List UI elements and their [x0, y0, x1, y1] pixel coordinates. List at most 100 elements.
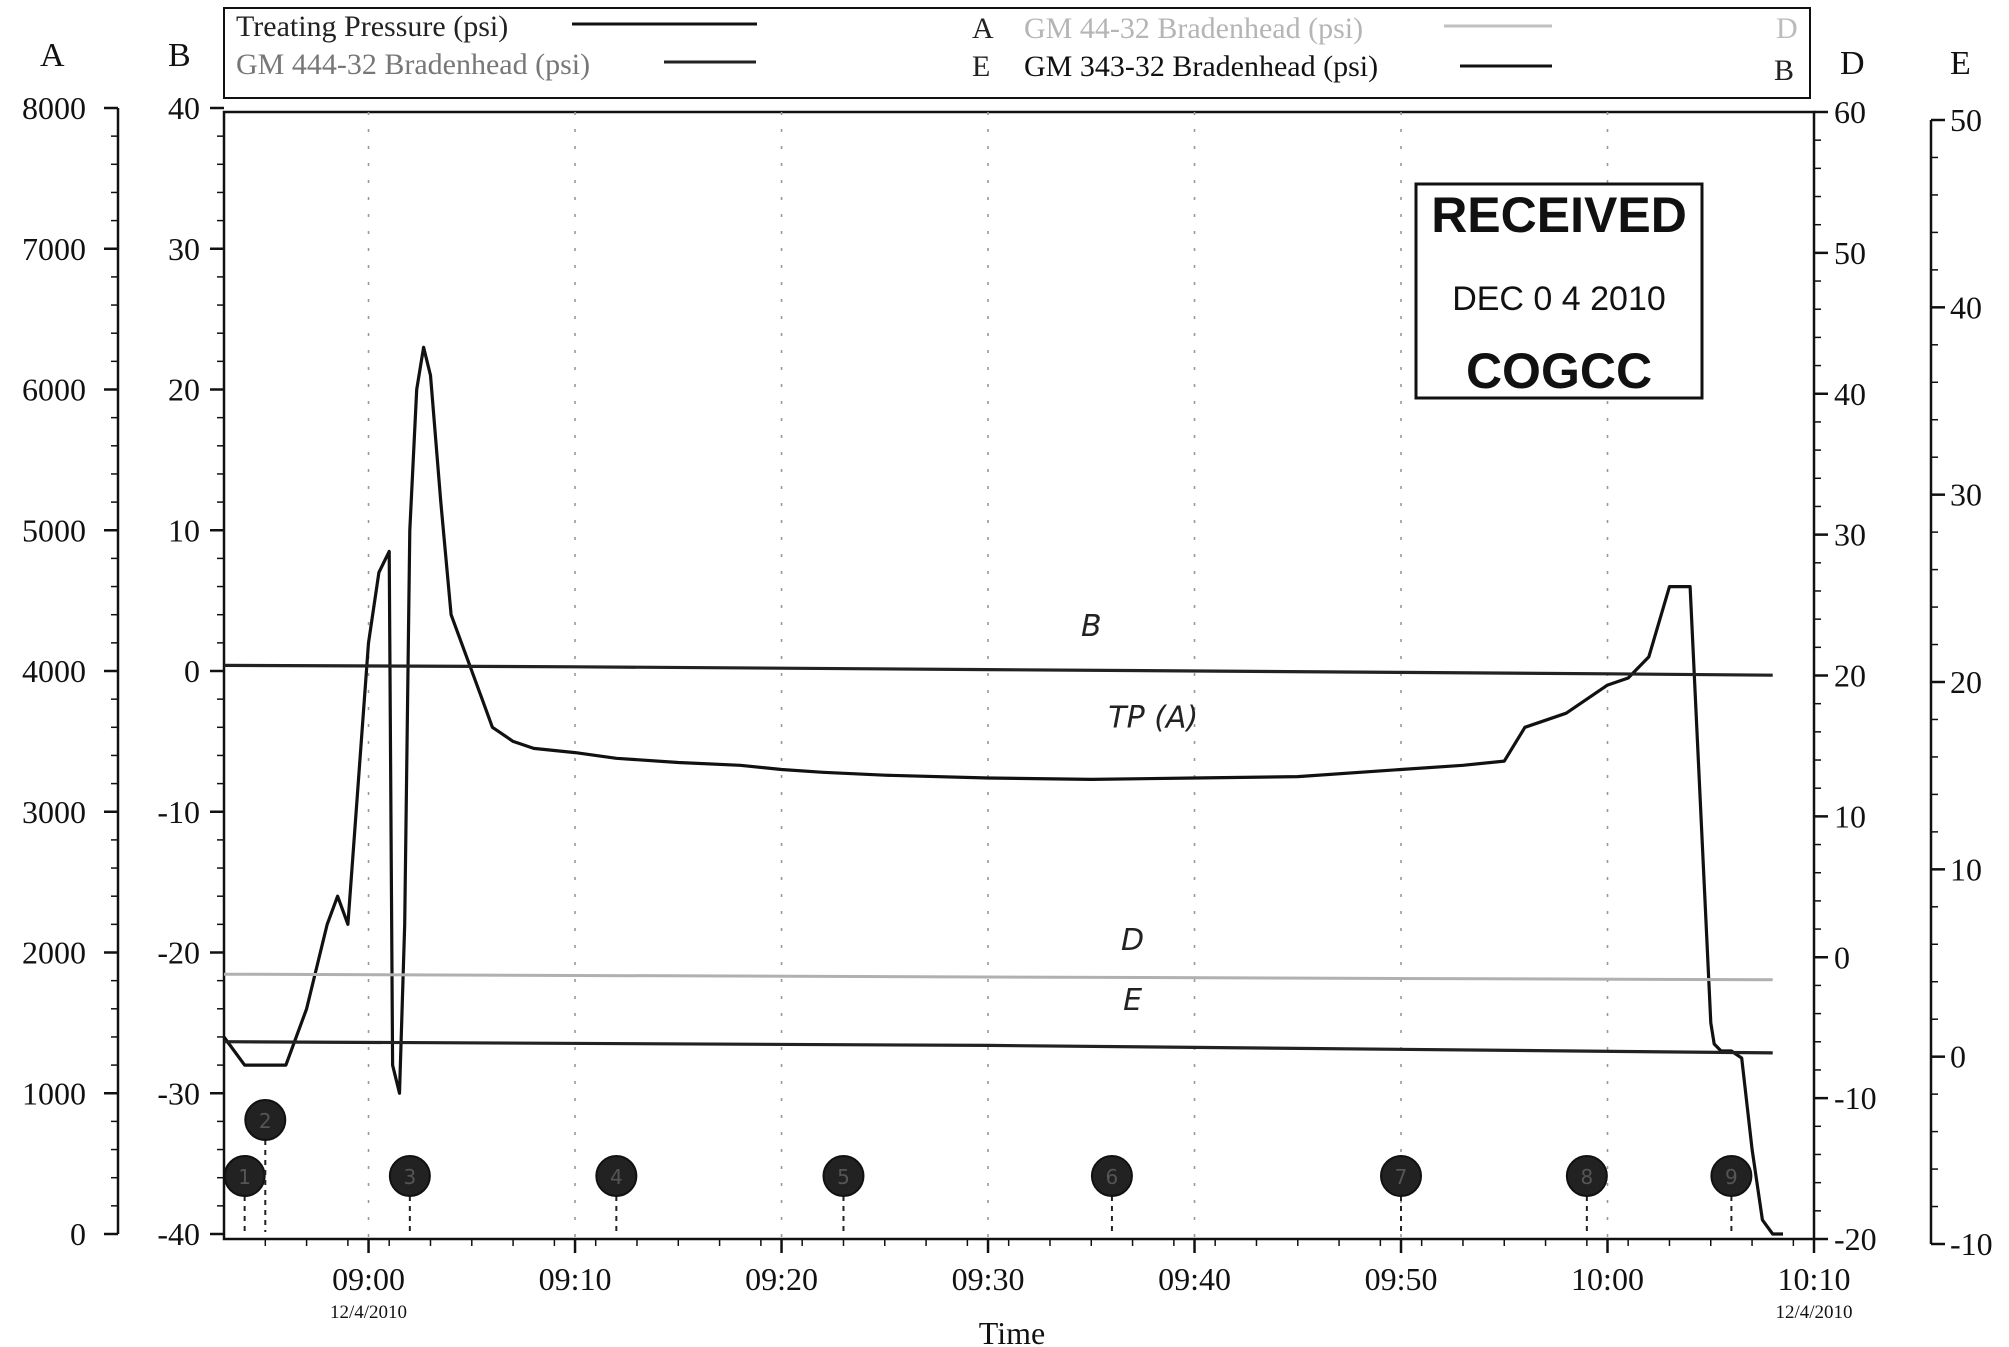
legend: Treating Pressure (psi) GM 444-32 Braden… — [223, 7, 1811, 99]
legend-label-gm44: GM 44-32 Bradenhead (psi) — [1024, 12, 1363, 45]
legend-label-gm343: GM 343-32 Bradenhead (psi) — [1024, 50, 1378, 83]
event-marker: 9 — [1710, 1155, 1753, 1232]
tick-label-a: 3000 — [22, 794, 86, 830]
event-marker-circle — [595, 1155, 638, 1197]
tick-label-b: -30 — [157, 1075, 200, 1111]
x-tick-label: 09:10 — [539, 1261, 612, 1297]
x-tick-label: 09:20 — [745, 1261, 818, 1297]
tick-label-e: 0 — [1950, 1039, 1966, 1075]
event-marker-label: 2 — [259, 1109, 272, 1133]
series-line-e — [223, 1040, 1773, 1055]
x-tick-label: 10:10 — [1778, 1261, 1851, 1297]
event-marker-label: 7 — [1395, 1165, 1408, 1189]
tick-label-a: 1000 — [22, 1075, 86, 1111]
tick-label-d: 10 — [1834, 798, 1866, 834]
tick-label-a: 7000 — [22, 231, 86, 267]
received-stamp: RECEIVED DEC 0 4 2010 COGCC — [1414, 182, 1704, 400]
x-date-label: 12/4/2010 — [330, 1302, 407, 1323]
event-marker-circle — [388, 1155, 431, 1197]
event-marker: 8 — [1565, 1155, 1608, 1232]
event-marker-label: 1 — [238, 1165, 251, 1189]
tick-label-b: 30 — [168, 231, 200, 267]
annotation-label: E — [1123, 983, 1142, 1018]
event-marker-label: 4 — [610, 1165, 623, 1189]
tick-label-e: 40 — [1950, 289, 1982, 325]
event-marker: 6 — [1090, 1155, 1133, 1232]
series-line-a — [222, 345, 1783, 1236]
annotation-label: B — [1081, 609, 1102, 644]
event-marker-label: 3 — [403, 1165, 416, 1189]
legend-axis-d-right: D — [1776, 12, 1798, 45]
legend-axis-b-right: B — [1774, 54, 1794, 87]
tick-label-b: -10 — [157, 794, 200, 830]
stamp-border — [1414, 182, 1704, 400]
tick-label-b: 40 — [168, 90, 200, 126]
series-line-d — [223, 972, 1773, 982]
tick-label-e: 20 — [1950, 664, 1982, 700]
tick-label-b: 20 — [168, 372, 200, 408]
tick-label-a: 0 — [70, 1216, 86, 1252]
legend-label-gm444: GM 444-32 Bradenhead (psi) — [236, 48, 590, 81]
event-marker: 2 — [244, 1099, 287, 1232]
event-marker-circle — [1710, 1155, 1753, 1197]
tick-label-a: 6000 — [22, 372, 86, 408]
event-marker: 4 — [595, 1155, 638, 1232]
x-tick-label: 09:50 — [1365, 1261, 1438, 1297]
event-marker-circle — [1090, 1155, 1133, 1197]
event-marker-circle — [223, 1155, 266, 1197]
annotation-label: TP (A) — [1108, 700, 1198, 735]
tick-label-d: 20 — [1834, 658, 1866, 694]
tick-label-b: 0 — [184, 653, 200, 689]
legend-box — [223, 7, 1811, 99]
tick-label-e: -10 — [1950, 1226, 1993, 1262]
stamp-date: DEC 0 4 2010 — [1452, 280, 1666, 318]
tick-label-e: 30 — [1950, 477, 1982, 513]
tick-label-d: -20 — [1834, 1221, 1877, 1257]
x-tick-label: 10:00 — [1571, 1261, 1644, 1297]
x-tick-label: 09:00 — [332, 1261, 405, 1297]
x-tick-label: 09:30 — [952, 1261, 1025, 1297]
event-marker: 5 — [822, 1155, 865, 1232]
legend-label-treating-pressure: Treating Pressure (psi) — [236, 10, 508, 43]
event-marker-label: 6 — [1106, 1165, 1119, 1189]
axis-letter-d: D — [1840, 45, 1865, 82]
tick-label-d: -10 — [1834, 1080, 1877, 1116]
tick-label-b: 10 — [168, 512, 200, 548]
axis-letter-a: A — [40, 37, 65, 74]
event-marker: 7 — [1380, 1155, 1423, 1232]
tick-label-e: 10 — [1950, 851, 1982, 887]
tick-label-d: 40 — [1834, 376, 1866, 412]
annotation-label: D — [1121, 923, 1144, 958]
tick-label-a: 5000 — [22, 512, 86, 548]
x-date-label: 12/4/2010 — [1775, 1302, 1852, 1323]
legend-axis-e: E — [972, 50, 990, 83]
tick-label-a: 8000 — [22, 90, 86, 126]
event-marker-label: 9 — [1725, 1165, 1738, 1189]
axis-letter-e: E — [1950, 45, 1971, 82]
event-marker-label: 8 — [1580, 1165, 1593, 1189]
event-marker-circle — [1565, 1155, 1608, 1197]
event-marker: 3 — [388, 1155, 431, 1232]
event-marker-circle — [822, 1155, 865, 1197]
series-line-b — [223, 663, 1773, 677]
tick-label-d: 0 — [1834, 939, 1850, 975]
legend-axis-a: A — [972, 12, 994, 45]
stamp-org: COGCC — [1466, 343, 1652, 399]
x-tick-label: 09:40 — [1158, 1261, 1231, 1297]
tick-label-a: 2000 — [22, 935, 86, 971]
stamp-title: RECEIVED — [1431, 187, 1687, 243]
tick-label-d: 50 — [1834, 235, 1866, 271]
tick-label-d: 30 — [1834, 517, 1866, 553]
event-marker-circle — [1380, 1155, 1423, 1197]
tick-label-e: 50 — [1950, 102, 1982, 138]
tick-label-b: -40 — [157, 1216, 200, 1252]
x-axis-title: Time — [979, 1315, 1045, 1347]
tick-label-d: 60 — [1834, 94, 1866, 130]
tick-label-a: 4000 — [22, 653, 86, 689]
tick-label-b: -20 — [157, 935, 200, 971]
event-marker-circle — [244, 1099, 287, 1141]
event-marker: 1 — [223, 1155, 266, 1232]
axis-letter-b: B — [168, 37, 191, 74]
event-marker-label: 5 — [837, 1165, 850, 1189]
